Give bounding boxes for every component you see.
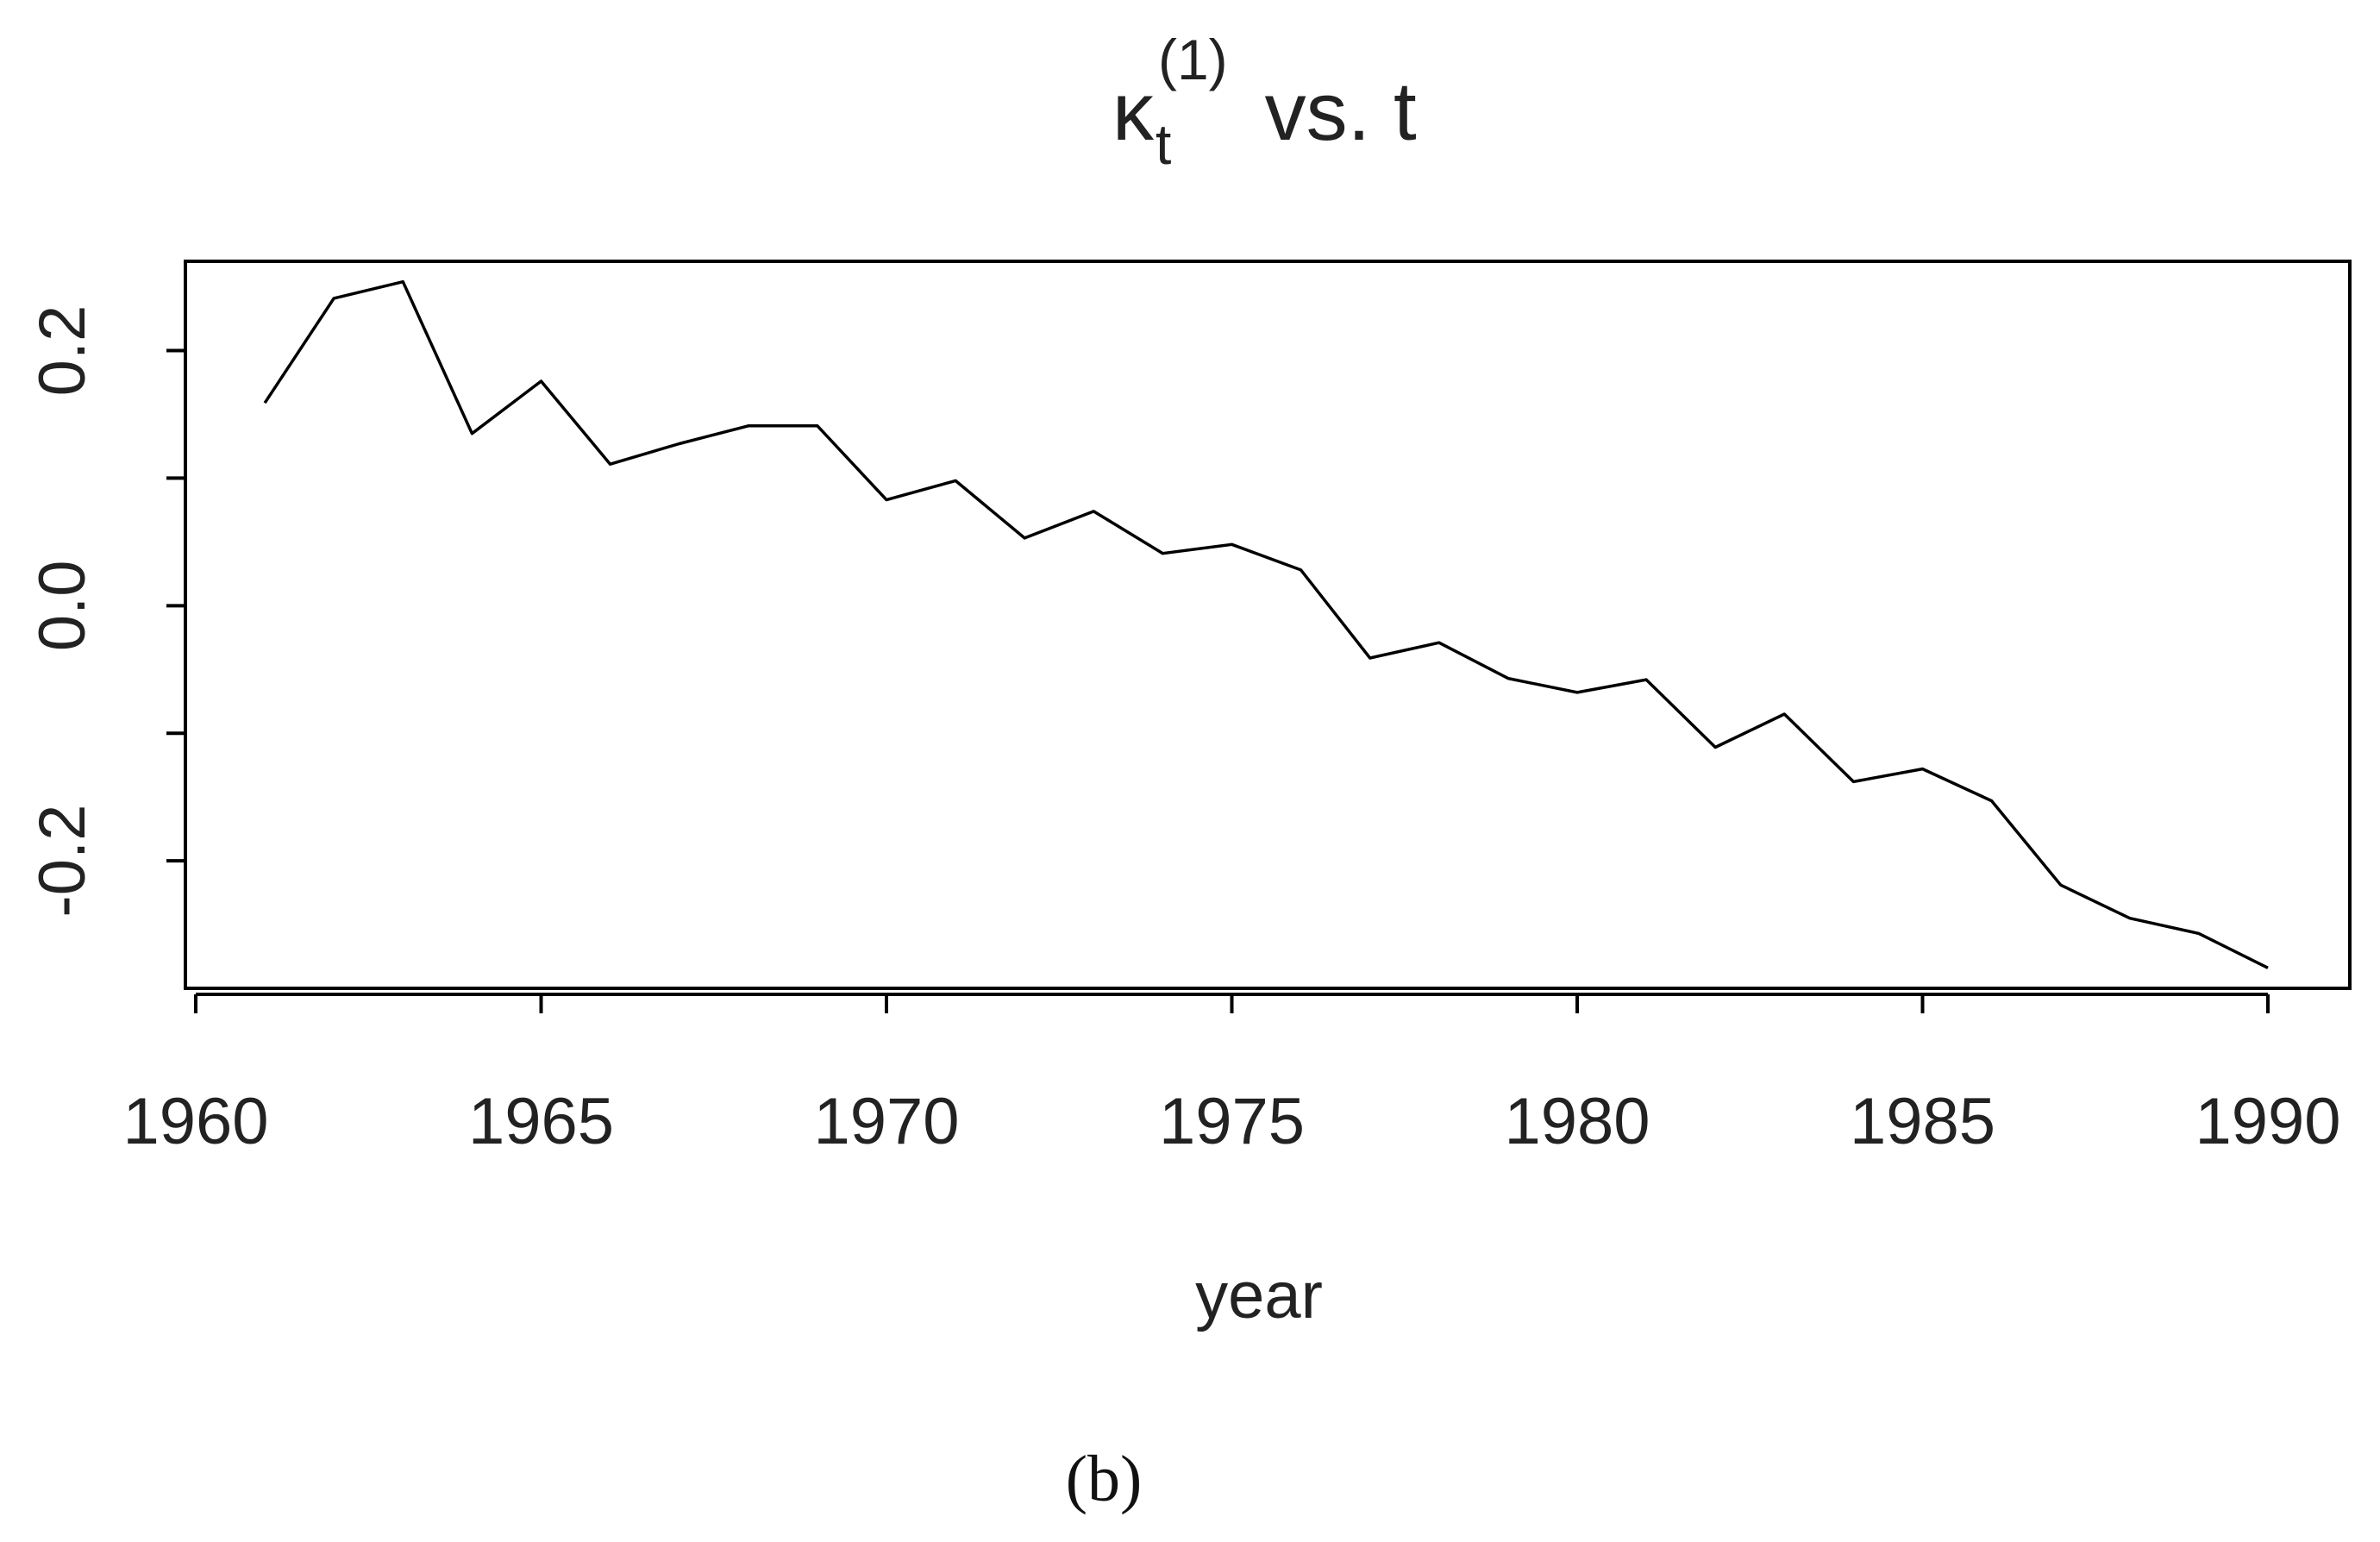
x-tick-label: 1960	[122, 1085, 268, 1158]
y-tick-label: 0.2	[26, 305, 99, 397]
panel-label: (b)	[1066, 1443, 1143, 1515]
title-superscript: (1)	[1158, 28, 1228, 91]
chart-title: κ t (1) vs. t	[1112, 28, 1417, 176]
x-tick-label: 1985	[1850, 1085, 1995, 1158]
series-layer	[263, 279, 2269, 969]
x-tick-label: 1975	[1159, 1085, 1305, 1158]
title-symbol: κ	[1112, 66, 1155, 158]
x-axis-label: year	[1195, 1259, 1323, 1332]
x-tick-label: 1970	[813, 1085, 959, 1158]
x-tick-label: 1965	[468, 1085, 614, 1158]
y-tick-label: 0.0	[26, 560, 99, 651]
x-axis: 1960 1965 1970 1975 1980 1985 1990	[122, 993, 2341, 1158]
x-tick-label: 1980	[1504, 1085, 1650, 1158]
y-axis: -0.2 0.0 0.2	[26, 305, 187, 918]
x-tick-label: 1990	[2195, 1085, 2340, 1158]
series-line	[263, 279, 2269, 969]
y-tick-label: -0.2	[26, 805, 99, 918]
title-rest: vs. t	[1242, 66, 1417, 158]
title-subscript: t	[1156, 112, 1171, 176]
